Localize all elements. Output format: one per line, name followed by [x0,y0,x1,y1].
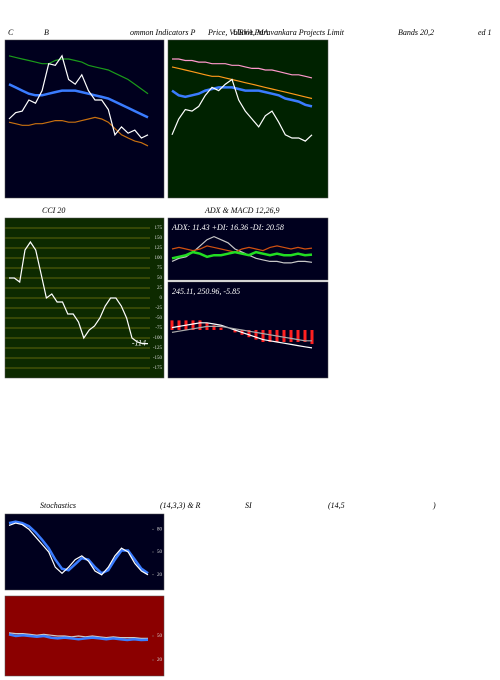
y-tick-label: 20 [157,573,163,578]
y-tick-label: 100 [155,256,163,261]
histogram-bar [177,320,181,330]
y-tick-label: 125 [155,246,163,251]
y-tick-label: 50 [157,550,163,555]
panel-title: B [44,28,49,37]
histogram-bar [261,330,265,342]
y-tick-label: 0 [160,296,163,301]
series-line [171,322,313,349]
series-line [8,55,149,95]
histogram-bar [268,330,272,342]
y-tick-label: -25 [155,306,162,311]
series-line [171,325,312,342]
section-title: SI [245,501,252,510]
y-tick-label: -50 [155,316,162,321]
series-line [171,66,313,100]
histogram-bar [254,330,258,340]
header-text: ommon Indicators P [130,28,195,37]
section-title: Stochastics [40,501,76,510]
panel [167,217,329,281]
header-text: URVA Puravankara Projects Limit [233,28,345,37]
histogram-bar [282,330,286,342]
y-tick-label: 175 [155,226,163,231]
section-title: (14,5 [328,501,345,510]
y-tick-label: -100 [153,336,163,341]
series-line [171,245,313,253]
value-label: -114 [132,338,146,347]
histogram-bar [198,320,202,330]
panel-title: ADX & MACD 12,26,9 [204,206,279,215]
histogram-bar [170,320,174,330]
header-text: C [8,28,14,37]
histogram-bar [303,330,307,342]
y-tick-label: 25 [157,286,163,291]
histogram-bar [233,330,237,333]
section-title: (14,3,3) & R [160,501,201,510]
panel-title: Bands 20,2 [398,28,434,37]
y-tick-label: 50 [157,634,163,639]
histogram-bar [219,327,223,330]
histogram-bar [296,330,300,342]
series-line [171,250,313,260]
panel [4,39,165,199]
series-line [8,633,149,642]
series-line [8,54,149,139]
series-line [172,58,313,79]
y-tick-label: -150 [153,356,163,361]
series-line [8,632,148,640]
panel [4,513,165,591]
series-line [171,78,313,142]
header-text: ed 1 [478,28,492,37]
indicator-values: 245.11, 250.96, -5.85 [172,287,240,296]
y-tick-label: 20 [157,658,163,663]
series-line [8,83,149,119]
series-line [171,86,313,108]
indicator-values: ADX: 11.43 +DI: 16.36 -DI: 20.58 [171,223,284,232]
section-title: ) [432,501,436,510]
panel-title: Price, Volume, MA [207,28,269,37]
histogram-bar [191,320,195,330]
histogram-bar [289,330,293,342]
watermark: MunafaSutra.com [173,570,362,597]
y-tick-label: 50 [157,276,163,281]
histogram-bar [247,330,251,338]
y-tick-label: 150 [155,236,163,241]
y-tick-label: -75 [155,326,162,331]
y-tick-label: 80 [157,527,163,532]
series-line [9,240,148,345]
series-line [8,116,149,147]
y-tick-label: 75 [157,266,163,271]
panel-title: CCI 20 [42,206,65,215]
y-tick-label: -125 [153,346,163,351]
panel [167,39,329,199]
series-line [8,522,149,576]
histogram-bar [212,325,216,330]
histogram-bar [310,330,314,345]
y-tick-label: -175 [153,366,163,371]
